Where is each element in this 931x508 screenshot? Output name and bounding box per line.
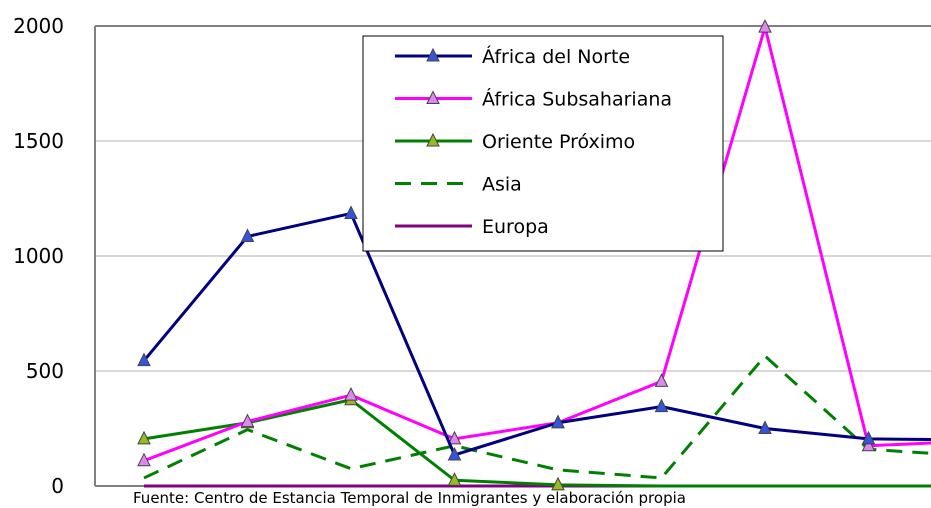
legend-label: Europa xyxy=(482,216,549,238)
data-point-marker xyxy=(240,413,255,428)
data-point-marker xyxy=(137,452,151,467)
data-point-marker xyxy=(861,437,876,452)
source-note: Fuente: Centro de Estancia Temporal de I… xyxy=(133,489,686,507)
y-axis-ticks: 0 500 1000 1500 2000 xyxy=(13,14,64,498)
legend-item: Asia xyxy=(395,174,522,196)
legend-label: África del Norte xyxy=(482,45,630,68)
series-0 xyxy=(137,205,931,461)
data-point-marker xyxy=(240,228,255,242)
y-tick-label: 2000 xyxy=(13,14,64,38)
data-point-marker xyxy=(137,430,151,445)
legend-marker xyxy=(426,132,440,147)
legend-item: África Subsahariana xyxy=(395,88,672,111)
data-point-marker xyxy=(447,446,462,461)
data-point-marker xyxy=(344,387,358,401)
data-point-marker xyxy=(551,476,565,491)
data-point-marker xyxy=(344,205,358,219)
data-point-marker xyxy=(654,398,669,413)
legend-item: África del Norte xyxy=(395,45,630,68)
series-3 xyxy=(143,354,931,480)
data-point-marker xyxy=(447,472,462,486)
legend: África del Norte África Subsahariana Orien… xyxy=(362,35,724,252)
y-tick-label: 500 xyxy=(26,359,64,383)
legend-label: Oriente Próximo xyxy=(482,131,635,153)
legend-box xyxy=(362,35,724,252)
legend-item: Oriente Próximo xyxy=(395,131,635,153)
y-tick-label: 1500 xyxy=(13,129,64,153)
data-point-marker xyxy=(654,373,669,387)
legend-marker xyxy=(426,90,440,104)
data-point-marker xyxy=(758,420,772,434)
y-tick-label: 1000 xyxy=(13,244,64,268)
y-tick-label: 0 xyxy=(51,474,64,498)
legend-label: Asia xyxy=(482,174,522,196)
legend-item: Europa xyxy=(395,216,549,238)
data-point-marker xyxy=(137,352,151,367)
series-layer xyxy=(137,19,931,491)
legend-marker xyxy=(426,47,440,62)
data-point-marker xyxy=(861,430,876,445)
series-line xyxy=(143,354,931,480)
data-point-marker xyxy=(758,19,772,33)
data-point-marker xyxy=(447,430,462,445)
legend-label: África Subsahariana xyxy=(482,88,672,111)
data-point-marker xyxy=(551,414,565,429)
